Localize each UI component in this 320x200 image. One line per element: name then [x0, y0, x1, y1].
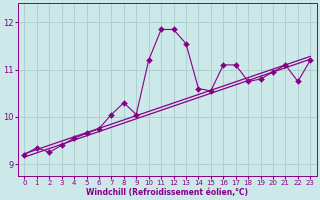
X-axis label: Windchill (Refroidissement éolien,°C): Windchill (Refroidissement éolien,°C) [86, 188, 248, 197]
